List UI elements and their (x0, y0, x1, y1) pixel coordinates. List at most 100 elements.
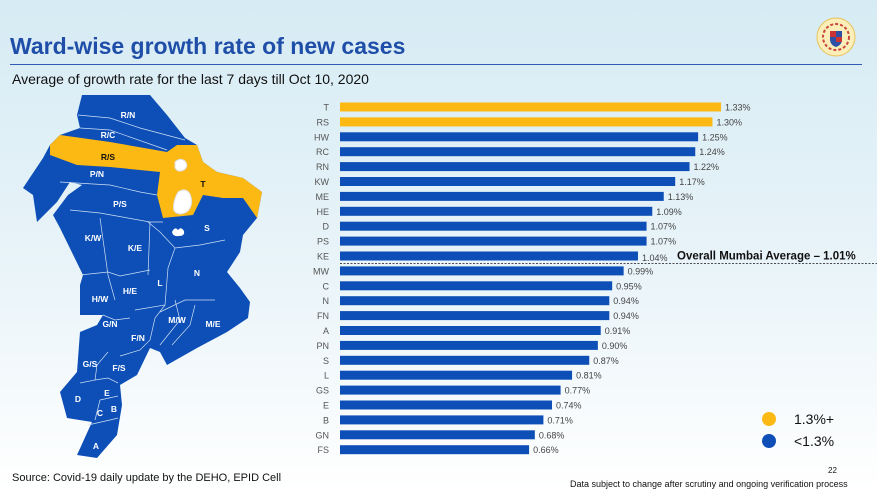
source-note: Source: Covid-19 daily update by the DEH… (12, 472, 282, 484)
bar-D (340, 221, 647, 231)
lake-area (173, 189, 193, 215)
ward-label: M/E (205, 319, 220, 329)
category-label: L (324, 371, 329, 381)
bar-T (340, 102, 722, 112)
category-label: N (323, 296, 330, 306)
ward-label: E (104, 388, 110, 398)
ward-boundary (94, 399, 101, 421)
ward-boundary (102, 314, 131, 321)
ward-label: K/E (128, 243, 143, 253)
legend-swatch-low (762, 434, 776, 448)
data-label: 0.95% (616, 281, 642, 291)
ward-boundary (87, 417, 119, 426)
data-label: 0.66% (533, 445, 559, 455)
bar-B (340, 415, 544, 425)
ward-label: T (200, 179, 206, 189)
bar-FS (340, 445, 530, 455)
average-reference-label: Overall Mumbai Average – 1.01% (677, 250, 856, 262)
category-label: MW (313, 266, 329, 276)
legend-label-high: 1.3%+ (794, 411, 835, 427)
ward-boundary (119, 304, 166, 357)
bar-RC (340, 147, 696, 157)
ward-label: S (204, 223, 210, 233)
data-label: 0.99% (628, 266, 654, 276)
bar-C (340, 281, 613, 291)
category-label: D (323, 222, 330, 232)
data-label: 0.90% (602, 341, 628, 351)
category-label: HE (316, 207, 329, 217)
bar-PN (340, 340, 598, 350)
ward-label: F/N (131, 333, 145, 343)
data-label: 1.17% (679, 177, 705, 187)
data-label: 1.07% (651, 237, 677, 247)
ward-boundary (147, 221, 176, 249)
bar-KW (340, 177, 676, 186)
category-label: B (323, 415, 329, 425)
data-label: 0.91% (605, 326, 631, 336)
bar-L (340, 370, 573, 380)
bar-RN (340, 162, 690, 172)
legend-item-low: <1.3% (762, 433, 834, 449)
bar-GS (340, 385, 561, 395)
category-label: FN (317, 311, 329, 321)
data-label: 1.04% (642, 253, 668, 263)
legend-swatch-high (762, 412, 776, 426)
ward-label: N (194, 268, 200, 278)
category-label: S (323, 356, 329, 366)
ward-boundary (159, 299, 181, 346)
bar-KE (340, 251, 638, 261)
data-label: 1.07% (651, 222, 677, 232)
title-divider (10, 64, 862, 65)
category-label: RS (316, 117, 329, 127)
ward-label: R/S (101, 152, 116, 162)
bar-GN (340, 430, 535, 440)
bar-A (340, 326, 601, 335)
ward-label: C (97, 408, 103, 418)
data-label: 0.71% (547, 415, 573, 425)
ward-label: R/C (101, 130, 116, 140)
page-subtitle: Average of growth rate for the last 7 da… (12, 71, 369, 87)
ward-label: B (111, 404, 117, 414)
bar-N (340, 296, 610, 306)
data-label: 1.22% (694, 162, 720, 172)
map-highlight-rs-t (50, 135, 262, 218)
data-label: 0.94% (613, 296, 639, 306)
bar-PS (340, 236, 647, 246)
data-label: 0.77% (565, 386, 591, 396)
bar-E (340, 400, 553, 410)
data-label: 1.33% (725, 103, 751, 113)
ward-label: K/W (85, 233, 103, 243)
ward-boundary (94, 377, 119, 384)
mcgm-emblem-logo (816, 17, 856, 57)
data-label: 1.30% (716, 117, 742, 127)
bar-FN (340, 311, 610, 321)
ward-boundary (99, 217, 116, 301)
ward-boundary (69, 209, 163, 223)
ward-boundary (59, 181, 158, 196)
category-label: RC (316, 147, 329, 157)
data-label: 0.81% (576, 371, 602, 381)
data-label: 1.09% (656, 207, 682, 217)
category-label: E (323, 401, 329, 411)
data-label: 1.25% (702, 132, 728, 142)
page-number: 22 (828, 466, 837, 475)
lake-area (174, 158, 188, 172)
category-label: C (323, 281, 330, 291)
category-label: PN (316, 341, 329, 351)
legend-item-high: 1.3%+ (762, 411, 834, 427)
category-label: GN (316, 430, 330, 440)
data-label: 0.87% (593, 356, 619, 366)
data-label: 1.13% (668, 192, 694, 202)
ward-label: P/S (113, 199, 127, 209)
airport-area (172, 228, 185, 237)
category-label: GS (316, 386, 329, 396)
data-label: 0.74% (556, 401, 582, 411)
ward-label: G/S (83, 359, 98, 369)
ward-boundary (79, 127, 168, 151)
ward-boundary (147, 221, 151, 276)
ward-label: M/W (168, 315, 186, 325)
ward-boundary (99, 395, 119, 401)
bar-HE (340, 206, 653, 216)
data-label: 0.94% (613, 311, 639, 321)
